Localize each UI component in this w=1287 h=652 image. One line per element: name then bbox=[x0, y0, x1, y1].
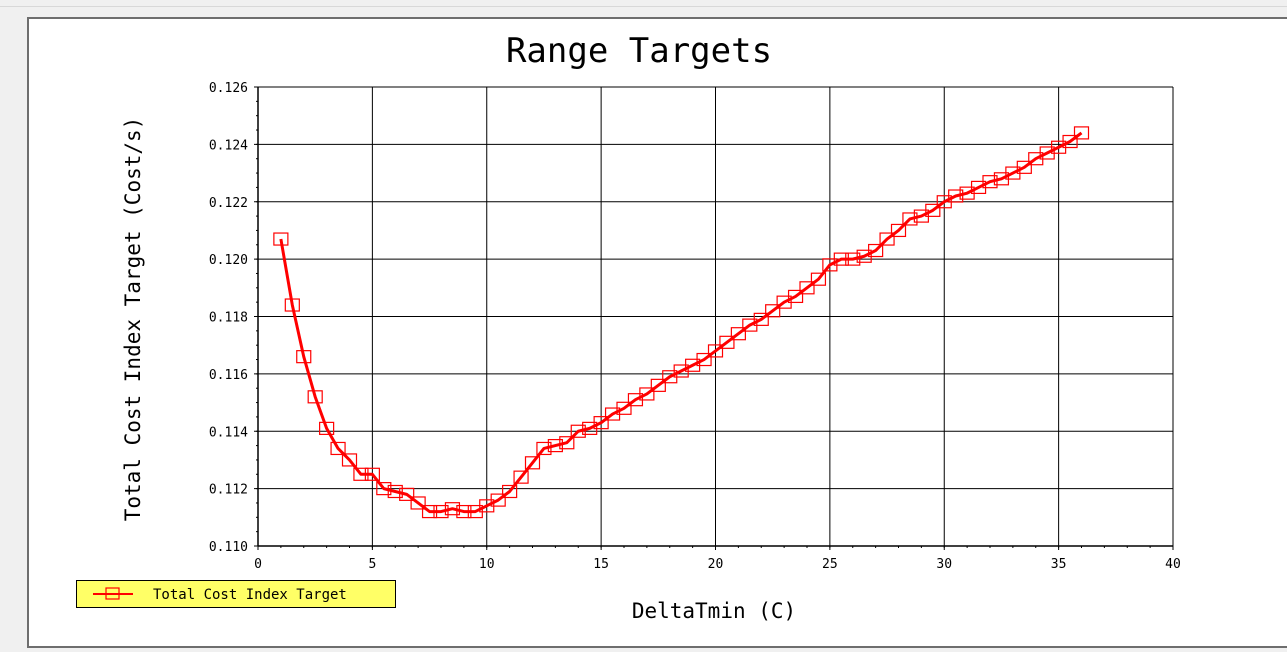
data-point-marker bbox=[513, 470, 529, 484]
data-point-marker bbox=[353, 467, 369, 481]
chart-canvas: 0 5 10 15 20 25 30 35 40 0.110 0.112 0.114 0.116 0.11… bbox=[121, 31, 1181, 623]
data-point-marker bbox=[730, 327, 746, 341]
data-point-marker bbox=[364, 467, 380, 481]
y-tick-label: 0.116 bbox=[209, 368, 248, 383]
y-tick-label: 0.118 bbox=[209, 311, 248, 326]
data-point-marker bbox=[421, 504, 438, 519]
data-point-marker bbox=[330, 441, 346, 456]
legend-label: Total Cost Index Target bbox=[153, 587, 347, 603]
x-tick-label: 30 bbox=[936, 557, 952, 572]
x-tick-label: 35 bbox=[1051, 557, 1067, 572]
data-point-marker bbox=[387, 484, 403, 499]
data-point-marker bbox=[799, 281, 815, 295]
data-point-marker bbox=[719, 335, 735, 349]
data-point-marker bbox=[868, 243, 884, 258]
data-point-marker bbox=[433, 504, 449, 519]
data-point-marker bbox=[925, 203, 941, 217]
x-tick-label: 10 bbox=[479, 557, 495, 572]
data-point-marker bbox=[1062, 134, 1078, 149]
data-point-marker bbox=[650, 378, 666, 392]
data-point-marker bbox=[399, 487, 415, 501]
data-point-marker bbox=[341, 453, 358, 467]
y-tick-label: 0.120 bbox=[209, 253, 248, 268]
data-point-marker bbox=[319, 421, 335, 435]
data-point-marker bbox=[296, 350, 312, 364]
data-point-marker bbox=[273, 232, 289, 246]
data-point-marker bbox=[845, 252, 861, 266]
data-point-marker bbox=[444, 502, 461, 516]
data-point-marker bbox=[696, 352, 712, 367]
legend-swatch-icon bbox=[93, 587, 133, 600]
data-point-marker bbox=[890, 223, 907, 238]
x-tick-label: 20 bbox=[708, 557, 724, 572]
data-point-marker bbox=[593, 416, 609, 430]
chart-panel: 0 5 10 15 20 25 30 35 40 0.110 0.112 0.114 0.116 0.11… bbox=[27, 17, 1287, 648]
x-tick-label: 15 bbox=[593, 557, 609, 572]
data-point-marker bbox=[616, 401, 632, 415]
data-point-marker bbox=[753, 312, 769, 326]
y-tick-label: 0.112 bbox=[209, 483, 248, 498]
data-point-marker bbox=[376, 482, 392, 496]
data-point-marker bbox=[765, 304, 781, 318]
data-point-marker bbox=[1016, 160, 1032, 174]
data-point-marker bbox=[524, 456, 541, 470]
data-point-marker bbox=[639, 387, 655, 401]
data-point-marker bbox=[787, 289, 804, 304]
window-top-strip bbox=[0, 0, 1287, 7]
data-point-marker bbox=[502, 484, 518, 499]
y-axis-label: Total Cost Index Target (Cost/s) bbox=[121, 117, 145, 522]
data-point-marker bbox=[570, 424, 586, 438]
data-point-marker bbox=[547, 438, 563, 453]
data-point-marker bbox=[1073, 126, 1090, 140]
data-point-marker bbox=[810, 272, 827, 286]
data-point-marker bbox=[948, 189, 964, 203]
data-point-marker bbox=[879, 232, 895, 246]
data-point-marker bbox=[307, 390, 323, 404]
series-line bbox=[279, 131, 1083, 514]
data-point-marker bbox=[410, 496, 426, 510]
data-point-marker bbox=[902, 212, 918, 226]
chart-title: Range Targets bbox=[506, 31, 772, 71]
y-tick-label: 0.122 bbox=[209, 196, 248, 211]
y-tick-label: 0.114 bbox=[209, 425, 248, 440]
x-tick-label: 40 bbox=[1165, 557, 1181, 572]
data-point-marker bbox=[707, 344, 724, 358]
data-point-marker bbox=[982, 175, 998, 189]
x-tick-label: 5 bbox=[368, 557, 376, 572]
data-point-marker bbox=[490, 493, 506, 507]
x-tick-label: 25 bbox=[822, 557, 838, 572]
data-point-marker bbox=[284, 298, 300, 312]
y-tick-label: 0.126 bbox=[209, 81, 248, 96]
x-axis-label: DeltaTmin (C) bbox=[632, 599, 796, 623]
x-tick-label: 0 bbox=[254, 557, 262, 572]
data-point-marker bbox=[833, 252, 849, 266]
y-tick-label: 0.110 bbox=[209, 540, 248, 555]
data-point-marker bbox=[536, 441, 552, 456]
data-point-marker bbox=[559, 436, 575, 450]
data-point-marker bbox=[456, 504, 472, 519]
legend: Total Cost Index Target bbox=[76, 580, 396, 608]
y-tick-label: 0.124 bbox=[209, 138, 248, 153]
